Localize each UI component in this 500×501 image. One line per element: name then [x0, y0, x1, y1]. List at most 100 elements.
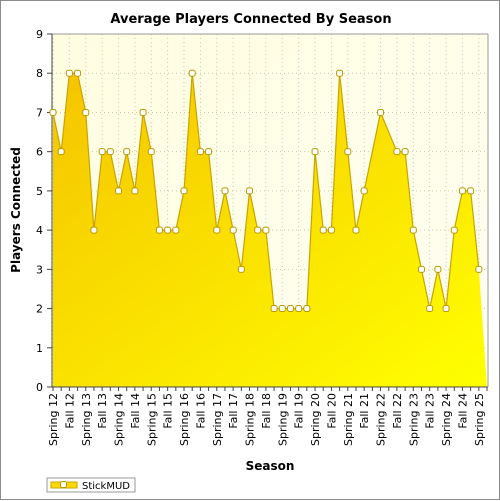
data-point: [65, 69, 73, 77]
x-tick-label: Fall 18: [260, 393, 273, 429]
data-point: [442, 305, 450, 313]
data-point: [475, 265, 483, 273]
data-point: [467, 187, 475, 195]
x-tick-labels: Spring 12 Fall 12 Spring 13 Fall 13 Spring 1…: [47, 393, 486, 446]
axes: [47, 33, 489, 391]
data-point: [147, 148, 155, 156]
legend: StickMUD: [46, 477, 136, 493]
data-point: [336, 69, 344, 77]
x-tick-label: Fall 14: [129, 393, 142, 429]
x-tick-label: Spring 15: [145, 393, 158, 446]
data-point: [295, 305, 303, 313]
y-axis-label: Players Connected: [9, 147, 23, 273]
y-tick-label: 5: [36, 185, 43, 198]
data-point: [229, 226, 237, 234]
chart-title: Average Players Connected By Season: [110, 12, 391, 27]
data-point: [286, 305, 294, 313]
data-point: [434, 265, 442, 273]
x-tick-label: Spring 19: [276, 393, 289, 446]
data-point: [327, 226, 335, 234]
legend-label: StickMUD: [82, 481, 130, 492]
x-tick-label: Fall 13: [96, 393, 109, 429]
data-point: [270, 305, 278, 313]
data-point: [450, 226, 458, 234]
data-point-markers: [49, 69, 483, 313]
x-tick-label: Spring 18: [244, 393, 257, 446]
x-tick-label: Fall 16: [194, 393, 207, 429]
data-point: [205, 148, 213, 156]
x-tick-label: Fall 23: [424, 393, 437, 429]
data-point: [311, 148, 319, 156]
x-tick-label: Spring 13: [80, 393, 93, 446]
data-point: [352, 226, 360, 234]
data-point: [115, 187, 123, 195]
data-point: [409, 226, 417, 234]
x-tick-label: Fall 24: [456, 393, 469, 429]
x-tick-label: Fall 22: [391, 393, 404, 429]
data-point: [57, 148, 65, 156]
y-tick-label: 0: [36, 381, 43, 394]
x-tick-label: Spring 17: [211, 393, 224, 446]
data-point: [188, 69, 196, 77]
data-point: [82, 108, 90, 116]
data-point: [106, 148, 114, 156]
x-tick-label: Spring 23: [407, 393, 420, 446]
data-point: [74, 69, 82, 77]
x-tick-label: Fall 20: [325, 393, 338, 429]
data-point: [98, 148, 106, 156]
data-point: [196, 148, 204, 156]
data-point: [131, 187, 139, 195]
x-tick-label: Spring 16: [178, 393, 191, 446]
data-point: [377, 108, 385, 116]
x-tick-label: Fall 21: [358, 393, 371, 429]
data-point: [164, 226, 172, 234]
data-point: [139, 108, 147, 116]
x-tick-label: Spring 14: [113, 393, 126, 446]
data-point: [278, 305, 286, 313]
data-point: [401, 148, 409, 156]
data-point: [172, 226, 180, 234]
x-tick-label: Fall 19: [293, 393, 306, 429]
data-point: [49, 108, 57, 116]
x-tick-label: Spring 21: [342, 393, 355, 446]
x-tick-label: Spring 22: [375, 393, 388, 446]
data-point: [237, 265, 245, 273]
data-point: [319, 226, 327, 234]
data-point: [221, 187, 229, 195]
data-point: [123, 148, 131, 156]
x-tick-label: Spring 20: [309, 393, 322, 446]
y-tick-label: 7: [36, 106, 43, 119]
y-tick-label: 9: [36, 28, 43, 41]
x-tick-label: Fall 15: [162, 393, 175, 429]
x-axis-label: Season: [246, 459, 295, 473]
y-tick-label: 8: [36, 67, 43, 80]
data-point: [344, 148, 352, 156]
data-point: [180, 187, 188, 195]
x-tick-label: Spring 24: [440, 393, 453, 446]
y-tick-labels: 0 1 2 3 4 5 6 7 8 9: [36, 28, 43, 394]
data-point: [213, 226, 221, 234]
data-point: [155, 226, 163, 234]
data-point: [254, 226, 262, 234]
y-tick-label: 6: [36, 146, 43, 159]
y-tick-label: 1: [36, 342, 43, 355]
series-area: [53, 73, 487, 387]
data-point: [262, 226, 270, 234]
y-tick-label: 4: [36, 224, 43, 237]
data-point: [90, 226, 98, 234]
data-point: [417, 265, 425, 273]
x-tick-label: Spring 25: [473, 393, 486, 446]
data-point: [426, 305, 434, 313]
data-point: [303, 305, 311, 313]
data-point: [360, 187, 368, 195]
y-tick-label: 2: [36, 303, 43, 316]
data-point: [458, 187, 466, 195]
legend-marker: [60, 481, 67, 488]
data-point: [246, 187, 254, 195]
data-point: [393, 148, 401, 156]
x-tick-label: Fall 12: [63, 393, 76, 429]
x-tick-label: Spring 12: [47, 393, 60, 446]
y-tick-label: 3: [36, 263, 43, 276]
